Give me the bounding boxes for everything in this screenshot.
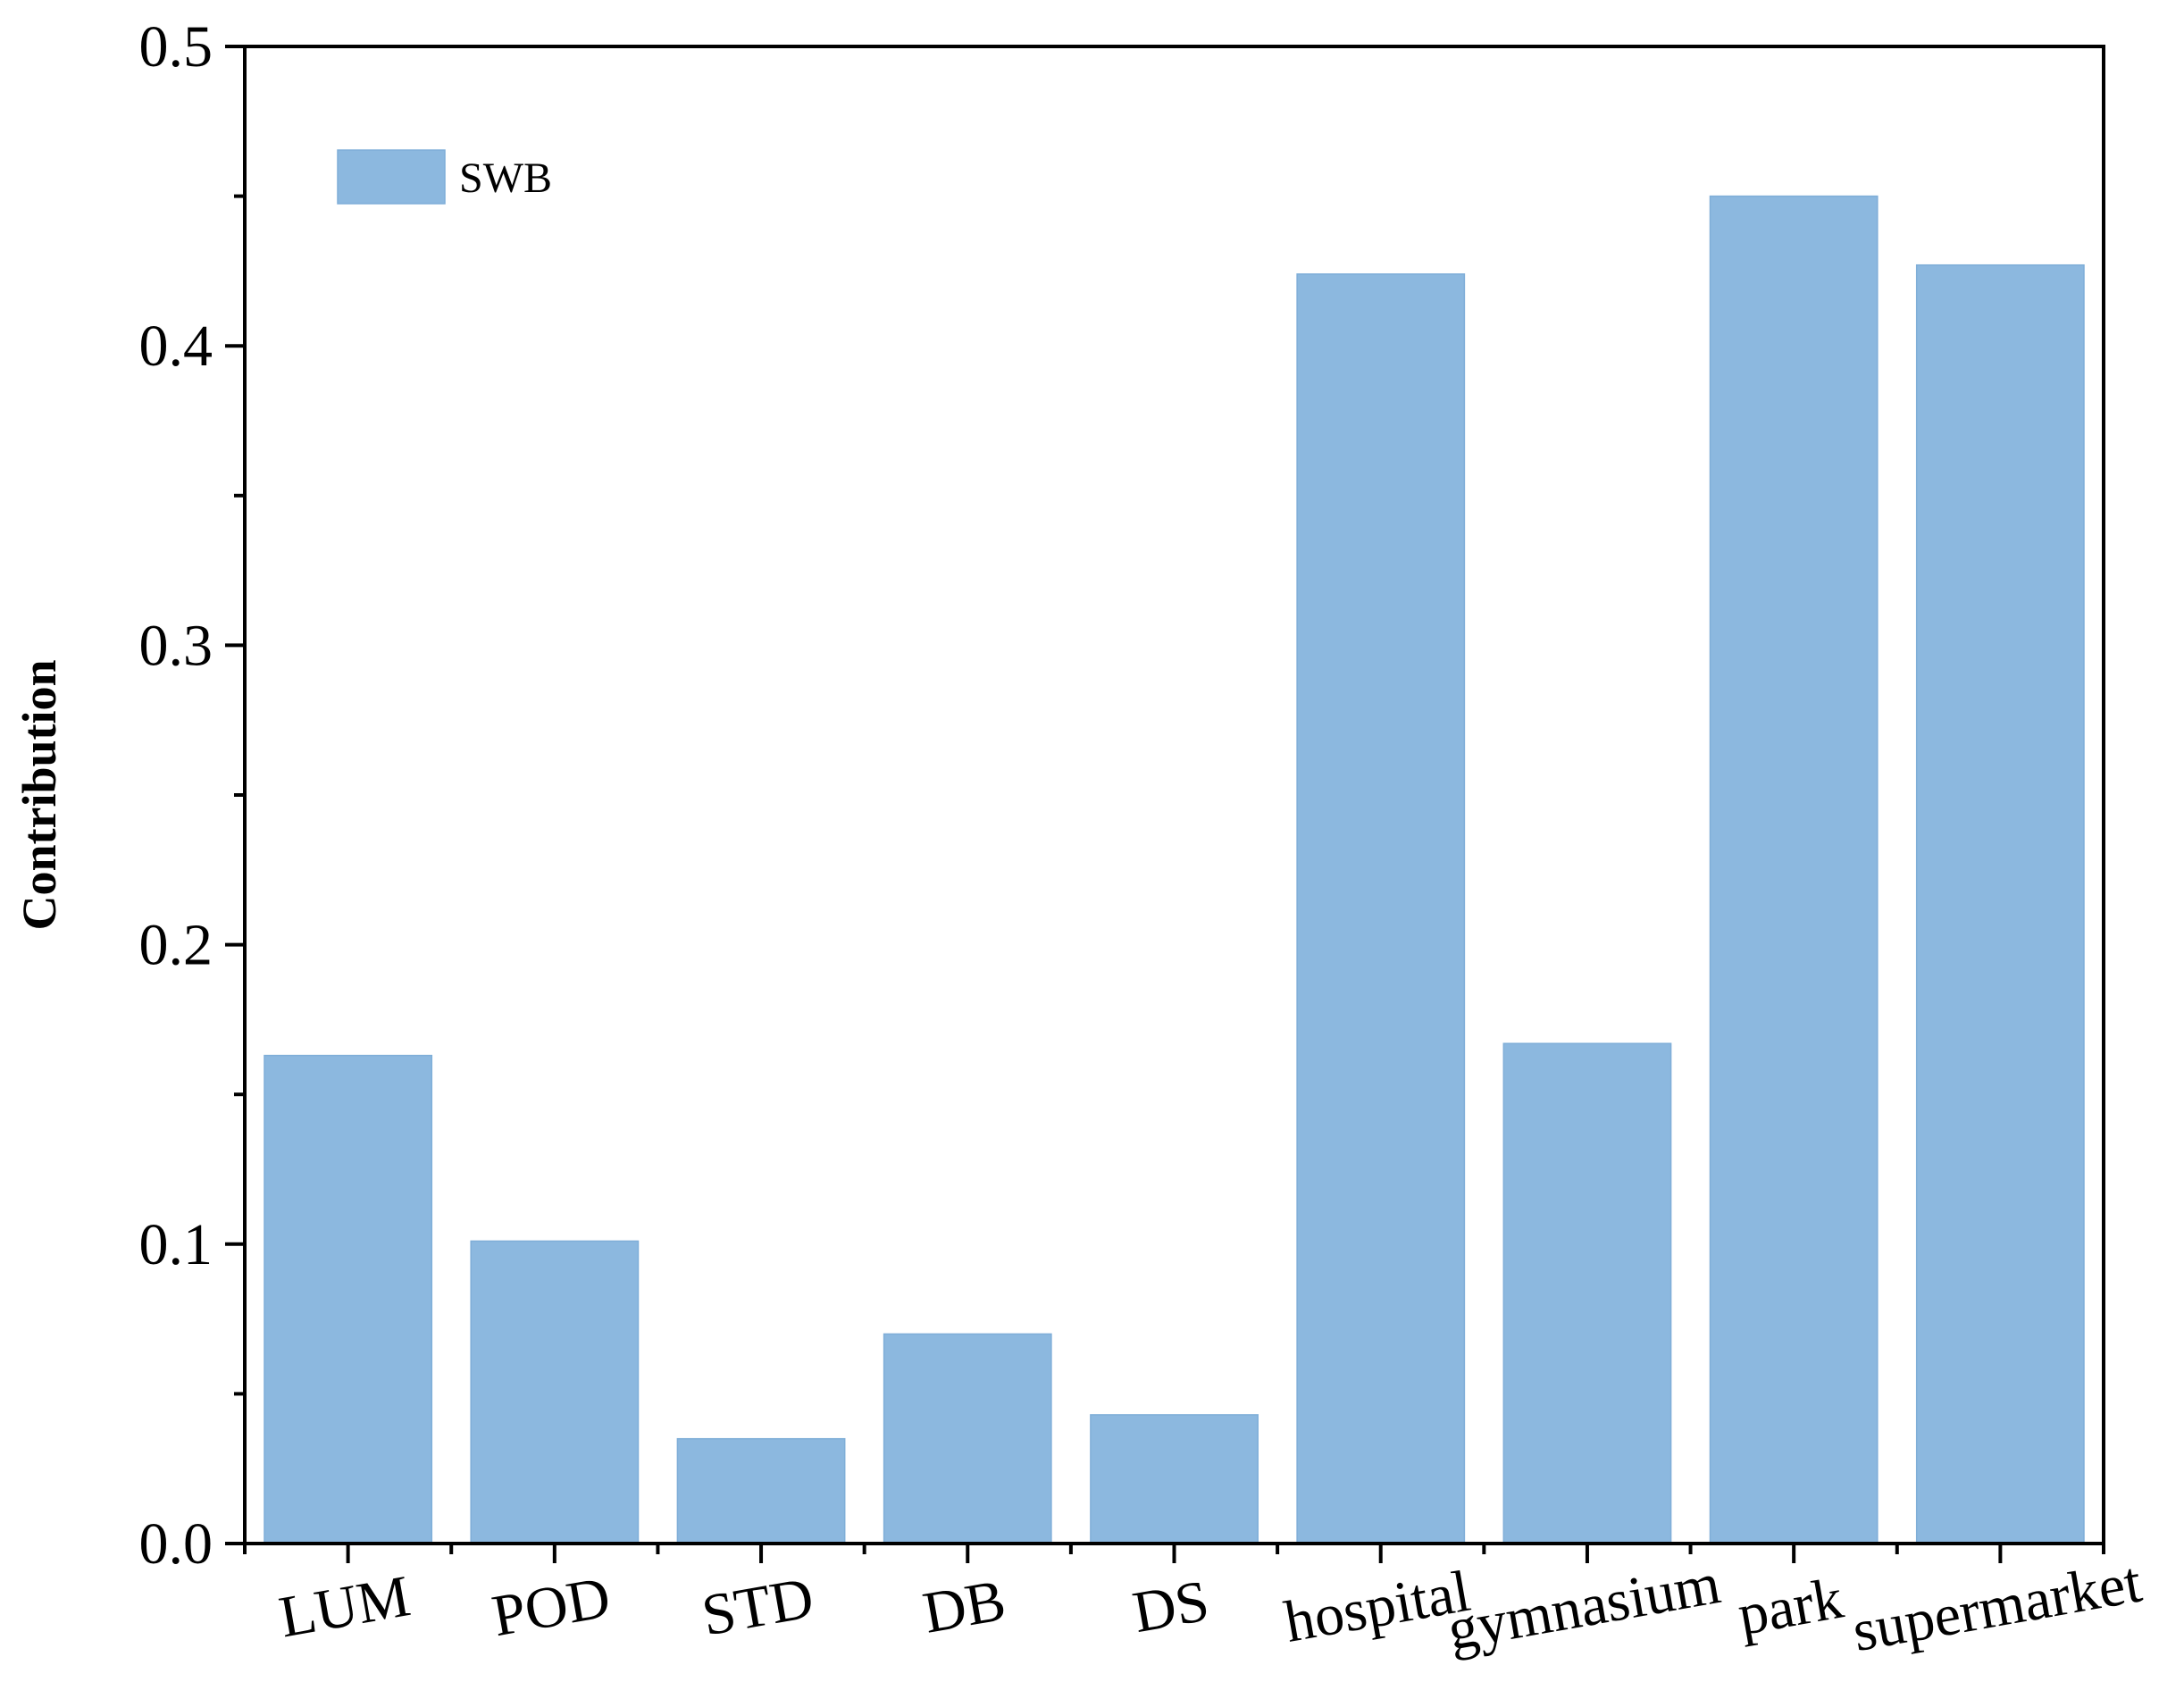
bar-DS — [1090, 1414, 1259, 1544]
y-tick-label: 0.2 — [139, 913, 213, 978]
x-tick-label: DB — [918, 1568, 1010, 1646]
x-tick-label: supermarket — [1848, 1550, 2146, 1665]
x-tick-label: LUM — [274, 1563, 414, 1650]
bar-gymnasium — [1502, 1042, 1672, 1544]
bar-park — [1709, 195, 1879, 1544]
x-tick-label: park — [1733, 1566, 1847, 1648]
legend-swatch — [337, 149, 446, 205]
bar-LUM — [264, 1054, 433, 1544]
x-tick-label: DS — [1128, 1569, 1214, 1646]
bar-supermarket — [1915, 264, 2085, 1544]
y-tick-label: 0.5 — [139, 14, 213, 79]
bar-POD — [470, 1240, 640, 1544]
legend: SWB — [337, 149, 552, 205]
x-tick-label: POD — [488, 1564, 615, 1649]
bar-DB — [883, 1333, 1052, 1544]
bar-STD — [676, 1437, 846, 1544]
y-axis-title: Contribution — [13, 659, 66, 930]
legend-label: SWB — [459, 155, 552, 202]
bars-layer — [264, 195, 2085, 1544]
y-tick-label: 0.1 — [139, 1212, 213, 1277]
x-tick-label: STD — [698, 1565, 818, 1649]
y-tick-label: 0.0 — [139, 1511, 213, 1577]
y-axis-ticks: 0.0 0.1 0.2 0.3 0.4 0.5 — [139, 14, 245, 1577]
x-tick-label: gymnasium — [1443, 1551, 1725, 1662]
bar-hospital — [1296, 273, 1466, 1544]
y-tick-label: 0.4 — [139, 314, 213, 379]
y-tick-label: 0.3 — [139, 613, 213, 678]
